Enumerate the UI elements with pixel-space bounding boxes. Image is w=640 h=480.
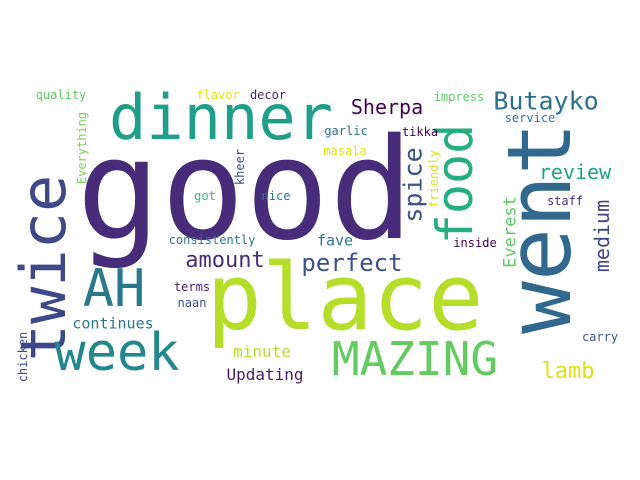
word-nice: nice — [261, 189, 291, 203]
word-chicken: chicken — [16, 331, 30, 383]
word-impress: impress — [433, 90, 485, 104]
word-updating: Updating — [226, 365, 304, 384]
word-continues: continues — [72, 314, 154, 333]
word-butayko: Butayko — [493, 86, 599, 116]
word-inside: inside — [453, 236, 497, 250]
word-kheer: kheer — [233, 148, 247, 186]
word-sherpa: Sherpa — [350, 95, 424, 119]
word-tikka: tikka — [401, 125, 439, 139]
word-staff: staff — [546, 194, 584, 208]
word-terms: terms — [173, 280, 211, 294]
word-minute: minute — [233, 342, 291, 361]
word-carry: carry — [581, 330, 619, 344]
word-good: good — [76, 109, 414, 272]
word-masala: masala — [323, 144, 367, 158]
word-lamb: lamb — [541, 359, 595, 384]
word-review: review — [538, 160, 612, 184]
word-everest: Everest — [500, 196, 521, 268]
word-dinner: dinner — [109, 81, 333, 154]
word-ah: AH — [82, 259, 146, 319]
word-amount: amount — [185, 248, 265, 273]
word-everything: Everything — [75, 111, 89, 185]
word-friendly: friendly — [427, 150, 441, 208]
word-week: week — [54, 323, 180, 383]
word-medium: medium — [590, 199, 614, 273]
word-consistently: consistently — [168, 233, 256, 247]
word-place: place — [206, 244, 484, 351]
word-mazing: MAZING — [331, 332, 499, 386]
word-decor: decor — [249, 88, 287, 102]
word-fave: fave — [316, 231, 354, 250]
word-got: got — [194, 189, 216, 203]
word-perfect: perfect — [301, 249, 403, 277]
word-naan: naan — [177, 296, 207, 310]
word-spice: spice — [398, 147, 428, 223]
word-quality: quality — [35, 88, 87, 102]
word-service: service — [504, 111, 556, 125]
word-garlic: garlic — [324, 124, 368, 138]
word-flavor: flavor — [196, 88, 240, 102]
